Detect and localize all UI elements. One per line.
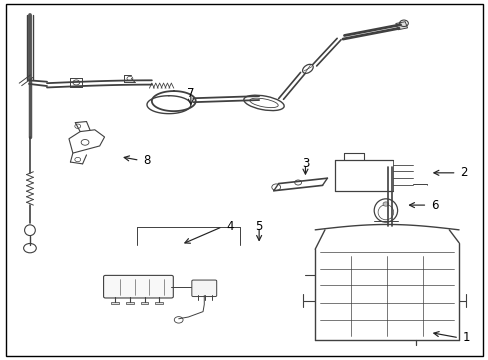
Text: 3: 3: [301, 157, 308, 170]
Bar: [111, 302, 119, 305]
Text: 5: 5: [255, 220, 262, 233]
Text: 6: 6: [430, 199, 438, 212]
Text: 1: 1: [462, 331, 469, 344]
Circle shape: [382, 202, 388, 206]
Text: 8: 8: [143, 154, 151, 167]
FancyBboxPatch shape: [103, 275, 173, 298]
Bar: [126, 302, 134, 305]
Bar: [155, 302, 163, 305]
Bar: [141, 302, 148, 305]
Text: 2: 2: [460, 166, 467, 179]
Bar: [395, 22, 407, 30]
Text: 7: 7: [187, 87, 194, 100]
Text: 4: 4: [226, 220, 233, 233]
FancyBboxPatch shape: [191, 280, 216, 297]
